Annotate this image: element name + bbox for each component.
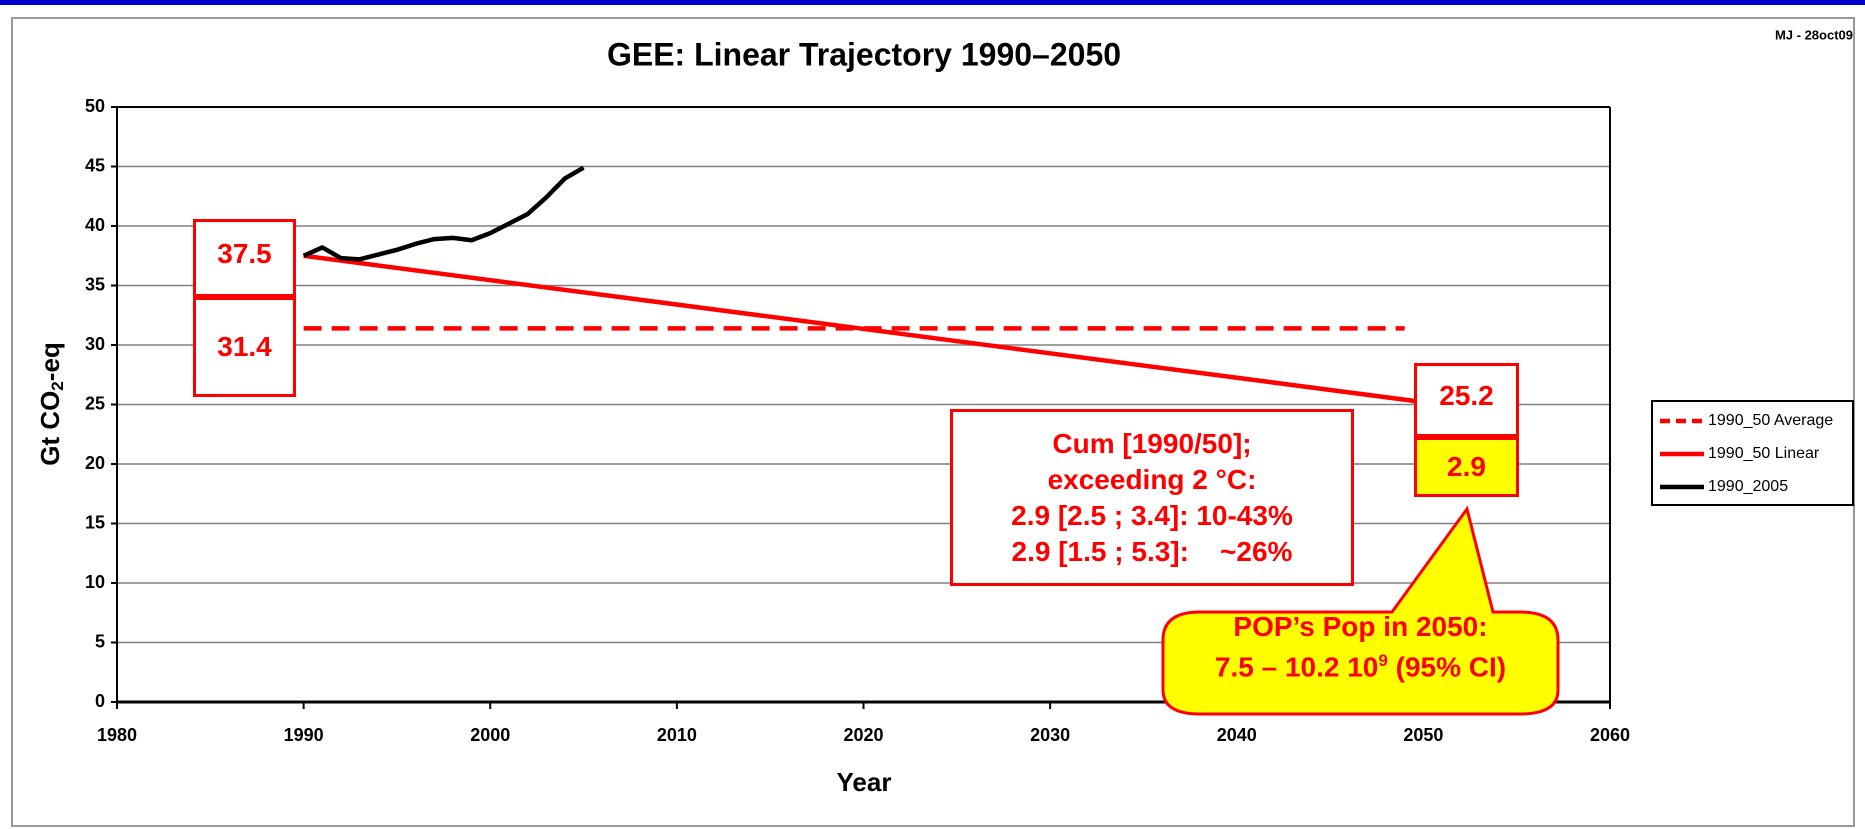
- legend-label: 1990_50 Linear: [1708, 445, 1820, 462]
- callout-line: POP’s Pop in 2050:: [1233, 611, 1488, 642]
- y-tick-label: 5: [95, 631, 105, 651]
- cum-box: Cum [1990/50]; exceeding 2 °C: 2.9 [2.5 ; …: [950, 409, 1354, 586]
- chart-title: GEE: Linear Trajectory 1990–2050: [607, 36, 1121, 72]
- value-label-box: 37.5: [193, 219, 296, 297]
- y-tick-label: 35: [85, 274, 105, 294]
- series-line: [302, 165, 585, 262]
- y-tick-label: 45: [85, 155, 105, 175]
- x-tick-label: 2040: [1217, 725, 1257, 745]
- y-tick-label: 15: [85, 512, 105, 532]
- x-tick-label: 2060: [1590, 725, 1630, 745]
- x-tick-label: 2030: [1030, 725, 1070, 745]
- value-label-box: 31.4: [193, 297, 296, 397]
- y-title-part: Gt CO: [35, 391, 65, 466]
- callout-line: 7.5 – 10.2 109 (95% CI): [1163, 644, 1558, 684]
- cum-line: 2.9 [1.5 ; 5.3]: ~26%: [1011, 535, 1293, 567]
- y-tick-label: 25: [85, 393, 105, 413]
- y-tick-label: 30: [85, 334, 105, 354]
- y-tick-label: 0: [95, 691, 105, 711]
- callout-sup: 9: [1378, 651, 1388, 670]
- note: MJ - 28oct09: [1775, 27, 1853, 42]
- y-title-part: -eq: [35, 342, 65, 381]
- cum-line: Cum [1990/50];: [1052, 427, 1252, 459]
- legend-label: 1990_2005: [1708, 478, 1788, 495]
- y-tick-label: 20: [85, 453, 105, 473]
- x-tick-label: 2010: [657, 725, 697, 745]
- cum-line: exceeding 2 °C:: [1047, 463, 1257, 495]
- y-tick-label: 10: [85, 572, 105, 592]
- yellow-box: 2.9: [1414, 437, 1519, 497]
- callout-part: 7.5 – 10.2 10: [1214, 651, 1379, 683]
- cum-line: 2.9 [2.5 ; 3.4]: 10-43%: [1011, 499, 1293, 531]
- legend-label: 1990_50 Average: [1708, 412, 1833, 429]
- y-tick-label: 50: [85, 96, 105, 116]
- callout-part: (95% CI): [1387, 651, 1507, 683]
- chart-frame: [11, 17, 1855, 827]
- value-label: 31.4: [217, 331, 272, 362]
- top-bar: [0, 0, 1865, 5]
- value-label: 37.5: [217, 238, 272, 269]
- y-axis-title: Gt CO2-eq: [35, 342, 68, 466]
- callout-text: POP’s Pop in 2050: 7.5 – 10.2 109 (95% CI…: [1163, 610, 1558, 684]
- x-tick-label: 1990: [284, 725, 324, 745]
- y-tick-label: 40: [85, 215, 105, 235]
- x-tick-label: 2020: [843, 725, 883, 745]
- y-title-sub: 2: [48, 381, 67, 390]
- value-label: 25.2: [1439, 380, 1494, 411]
- x-tick-label: 2050: [1403, 725, 1443, 745]
- callout-shape: [1161, 505, 1560, 716]
- series-line: [303, 253, 1424, 405]
- x-tick-label: 2000: [470, 725, 510, 745]
- x-tick-label: 1980: [97, 725, 137, 745]
- x-axis-title: Year: [837, 767, 892, 797]
- value-label-box: 25.2: [1414, 363, 1519, 437]
- yellow-box-text: 2.9: [1447, 451, 1486, 482]
